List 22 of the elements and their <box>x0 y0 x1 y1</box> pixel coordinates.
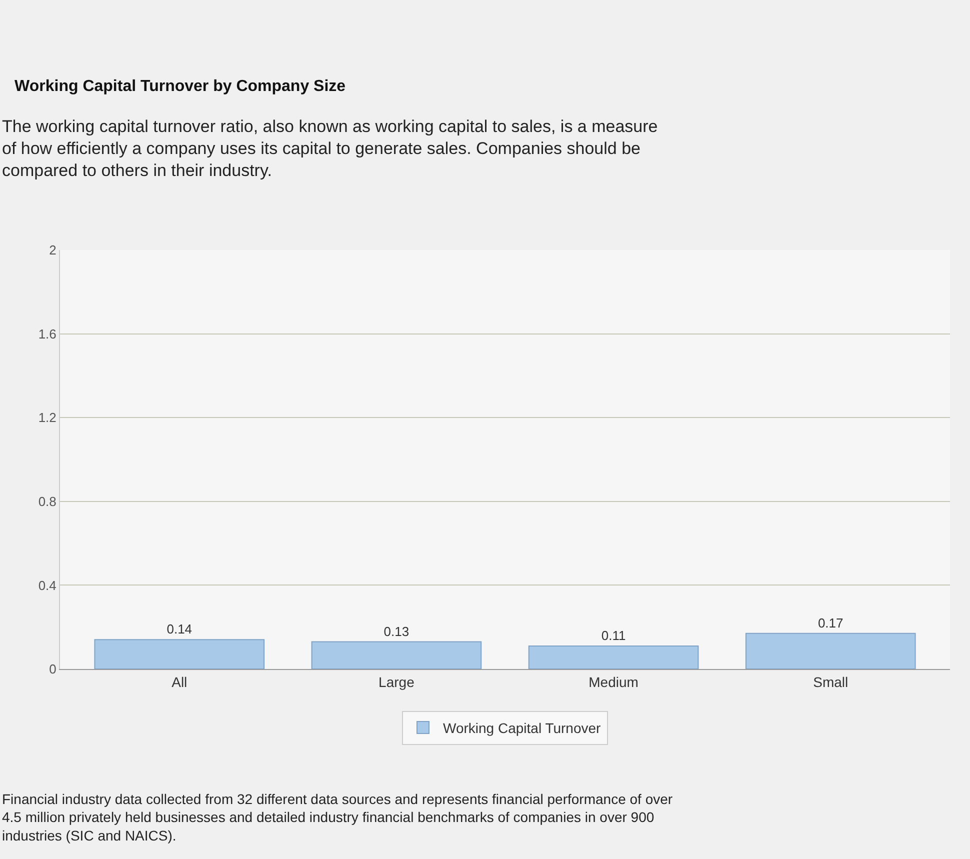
bar <box>745 632 916 669</box>
x-tick-label: Small <box>813 674 848 690</box>
data-label: 0.13 <box>384 624 410 639</box>
data-label: 0.17 <box>818 615 844 630</box>
data-label: 0.11 <box>601 628 626 643</box>
y-tick-label: 0.4 <box>38 578 56 593</box>
y-tick-label: 0 <box>49 662 56 677</box>
bar <box>528 645 699 669</box>
bar <box>94 639 265 669</box>
chart-subtitle: The working capital turnover ratio, also known as working capital to sales, is a measure of how efficiently a company uses its capital to generate sales. Companies should be compared to others in their industry. <box>2 117 658 180</box>
bar <box>311 641 482 669</box>
y-tick-label: 0.8 <box>38 494 56 509</box>
text: Financial industry data collected from 32 different data sources and represents financial performance of over 4.5 million privately held businesses and detailed industry financial benchmarks of companies in over 900 industries (SIC and NAICS). <box>2 791 673 844</box>
legend-label: Working Capital Turnover <box>443 720 602 736</box>
data-label: 0.14 <box>166 622 192 637</box>
chart-title: Working Capital Turnover by Company Size <box>14 78 346 96</box>
x-tick-label: Medium <box>588 674 638 690</box>
y-tick-label: 1.6 <box>38 326 56 342</box>
y-tick-label: 2 <box>49 242 56 258</box>
x-tick-label: Large <box>378 674 415 690</box>
x-tick-label: All <box>172 674 188 690</box>
y-tick-label: 1.2 <box>38 410 56 426</box>
